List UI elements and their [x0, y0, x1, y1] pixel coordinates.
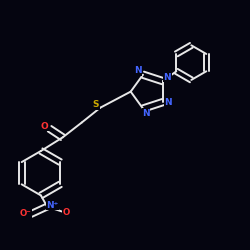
Text: N: N: [142, 108, 150, 118]
Text: S: S: [92, 100, 99, 109]
Text: N: N: [164, 73, 171, 82]
Text: O: O: [41, 122, 48, 131]
Text: N: N: [164, 98, 172, 106]
Text: O⁻: O⁻: [20, 208, 32, 218]
Text: N⁺: N⁺: [46, 201, 59, 210]
Text: O: O: [63, 208, 70, 217]
Text: N: N: [134, 66, 141, 75]
